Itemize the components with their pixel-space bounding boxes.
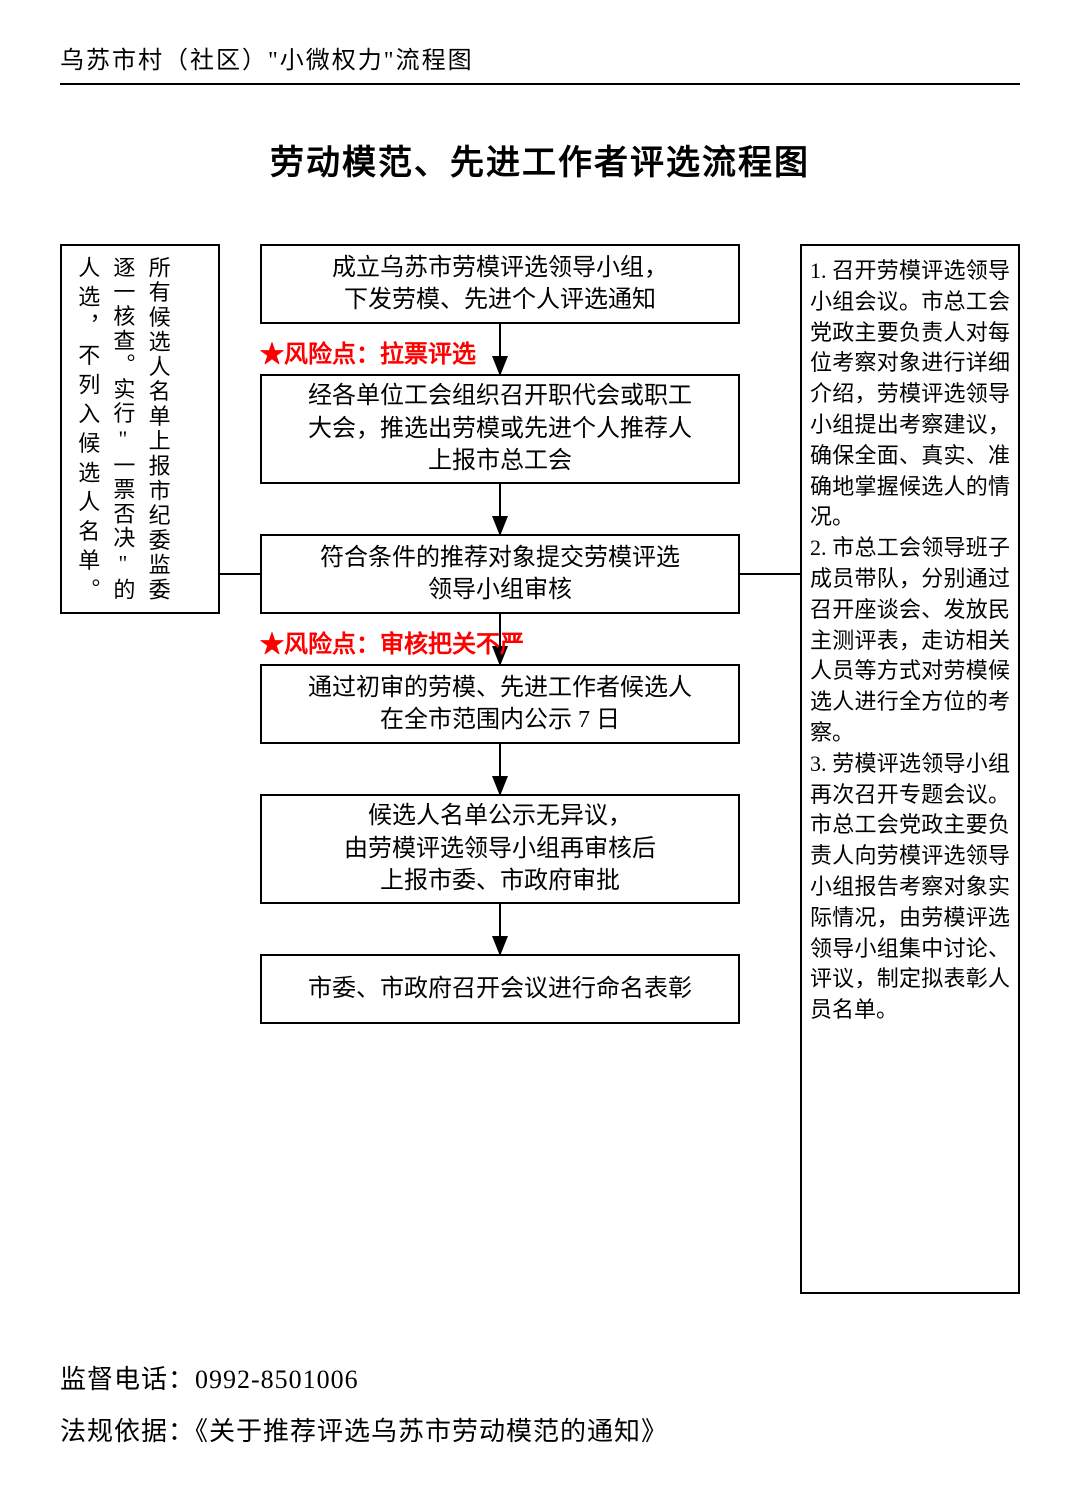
step-1: 成立乌苏市劳模评选领导小组，下发劳模、先进个人评选通知 (260, 244, 740, 324)
flowchart: 成立乌苏市劳模评选领导小组，下发劳模、先进个人评选通知 经各单位工会组织召开职代… (60, 244, 1020, 1334)
footer: 监督电话：0992-8501006 法规依据：《关于推荐评选乌苏市劳动模范的通知… (60, 1354, 1020, 1458)
step-4: 通过初审的劳模、先进工作者候选人在全市范围内公示 7 日 (260, 664, 740, 744)
left-side-note: 所有候选人名单上报市纪委监委逐一核查。实行"一票否决"的人选，不列入候选人名单。 (60, 244, 220, 614)
phone-number: 0992-8501006 (195, 1365, 359, 1394)
law-label: 法规依据： (60, 1417, 195, 1446)
left-side-note-text: 所有候选人名单上报市纪委监委逐一核查。实行"一票否决"的人选，不列入候选人名单。 (70, 256, 176, 602)
risk-point-2: ★风险点：审核把关不严 (260, 624, 524, 659)
step-5: 候选人名单公示无异议，由劳模评选领导小组再审核后上报市委、市政府审批 (260, 794, 740, 904)
right-side-note: 1. 召开劳模评选领导小组会议。市总工会党政主要负责人对每位考察对象进行详细介绍… (800, 244, 1020, 1294)
step-3: 符合条件的推荐对象提交劳模评选领导小组审核 (260, 534, 740, 614)
step-2: 经各单位工会组织召开职代会或职工大会，推选出劳模或先进个人推荐人上报市总工会 (260, 374, 740, 484)
legal-basis: 法规依据：《关于推荐评选乌苏市劳动模范的通知》 (60, 1406, 1020, 1458)
risk-point-1: ★风险点：拉票评选 (260, 334, 476, 369)
page-header: 乌苏市村（社区）"小微权力"流程图 (60, 40, 1020, 85)
page-title: 劳动模范、先进工作者评选流程图 (60, 135, 1020, 184)
step-6: 市委、市政府召开会议进行命名表彰 (260, 954, 740, 1024)
supervision-phone: 监督电话：0992-8501006 (60, 1354, 1020, 1406)
phone-label: 监督电话： (60, 1365, 195, 1394)
law-text: 《关于推荐评选乌苏市劳动模范的通知》 (195, 1417, 668, 1446)
